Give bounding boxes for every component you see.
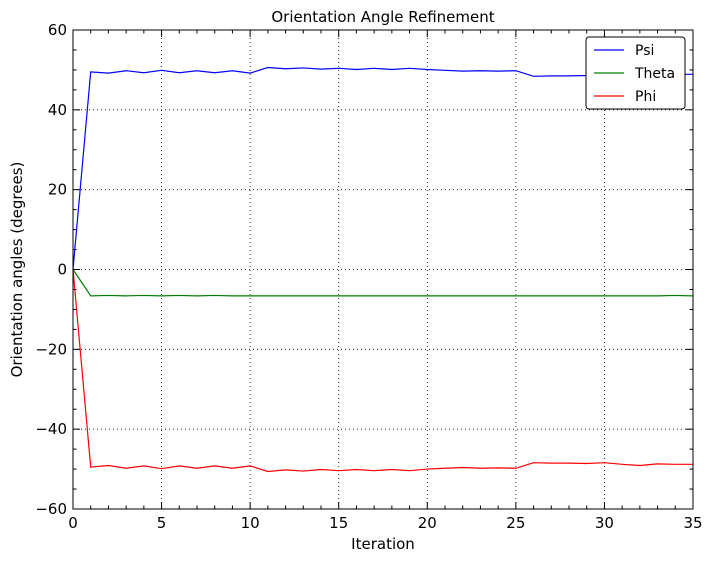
grid <box>73 30 693 509</box>
y-tick-label: −40 <box>35 420 67 438</box>
y-tick-label: 0 <box>57 261 67 279</box>
legend-label-psi: Psi <box>635 43 654 59</box>
y-axis-label: Orientation angles (degrees) <box>8 162 26 378</box>
y-tick-label: −60 <box>35 500 67 518</box>
x-axis-label: Iteration <box>351 535 415 553</box>
ticks: 0 5 10 15 20 25 30 35 −60 −40 −20 0 20 40 60 <box>35 21 702 532</box>
chart-title: Orientation Angle Refinement <box>271 8 494 26</box>
y-tick-label: 20 <box>48 181 67 199</box>
series-line-theta <box>72 269 694 297</box>
series-line-phi <box>72 269 693 473</box>
legend-box <box>585 36 686 110</box>
y-tick-label: −20 <box>35 340 67 358</box>
x-tick-label: 15 <box>329 514 348 532</box>
y-tick-label: 40 <box>48 101 67 119</box>
x-tick-label: 0 <box>68 514 78 532</box>
legend: Psi Theta Phi <box>585 36 686 110</box>
legend-label-theta: Theta <box>634 66 675 82</box>
x-tick-label: 20 <box>418 514 437 532</box>
x-tick-label: 10 <box>241 514 260 532</box>
legend-label-phi: Phi <box>635 89 656 105</box>
x-tick-label: 35 <box>683 514 702 532</box>
x-tick-label: 25 <box>506 514 525 532</box>
x-tick-label: 5 <box>157 514 167 532</box>
x-tick-label: 30 <box>595 514 614 532</box>
y-tick-label: 60 <box>48 21 67 39</box>
